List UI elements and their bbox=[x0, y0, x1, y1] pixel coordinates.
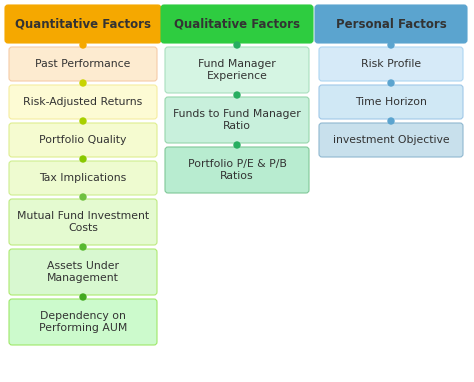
FancyBboxPatch shape bbox=[9, 85, 157, 119]
FancyBboxPatch shape bbox=[165, 147, 309, 193]
Text: Portfolio P/E & P/B
Ratios: Portfolio P/E & P/B Ratios bbox=[188, 159, 286, 181]
FancyBboxPatch shape bbox=[9, 161, 157, 195]
FancyBboxPatch shape bbox=[165, 47, 309, 93]
Text: Quantitative Factors: Quantitative Factors bbox=[15, 18, 151, 31]
Text: investment Objective: investment Objective bbox=[333, 135, 449, 145]
Circle shape bbox=[80, 80, 86, 86]
FancyBboxPatch shape bbox=[9, 249, 157, 295]
Circle shape bbox=[234, 142, 240, 148]
Circle shape bbox=[80, 194, 86, 200]
FancyBboxPatch shape bbox=[315, 5, 467, 43]
FancyBboxPatch shape bbox=[319, 85, 463, 119]
Circle shape bbox=[388, 42, 394, 48]
FancyBboxPatch shape bbox=[9, 199, 157, 245]
FancyBboxPatch shape bbox=[9, 299, 157, 345]
Text: Risk Profile: Risk Profile bbox=[361, 59, 421, 69]
Text: Qualitative Factors: Qualitative Factors bbox=[174, 18, 300, 31]
Text: Risk-Adjusted Returns: Risk-Adjusted Returns bbox=[23, 97, 143, 107]
FancyBboxPatch shape bbox=[9, 47, 157, 81]
Circle shape bbox=[234, 42, 240, 48]
Circle shape bbox=[388, 80, 394, 86]
Text: Fund Manager
Experience: Fund Manager Experience bbox=[198, 59, 276, 81]
FancyBboxPatch shape bbox=[319, 123, 463, 157]
Text: Portfolio Quality: Portfolio Quality bbox=[39, 135, 127, 145]
Circle shape bbox=[80, 244, 86, 250]
FancyBboxPatch shape bbox=[319, 47, 463, 81]
Text: Time Horizon: Time Horizon bbox=[355, 97, 427, 107]
Circle shape bbox=[388, 118, 394, 124]
FancyBboxPatch shape bbox=[9, 123, 157, 157]
FancyBboxPatch shape bbox=[5, 5, 161, 43]
Circle shape bbox=[80, 156, 86, 162]
Text: Past Performance: Past Performance bbox=[35, 59, 131, 69]
Text: Funds to Fund Manager
Ratio: Funds to Fund Manager Ratio bbox=[173, 109, 301, 131]
Circle shape bbox=[80, 42, 86, 48]
Circle shape bbox=[80, 118, 86, 124]
Text: Assets Under
Management: Assets Under Management bbox=[47, 261, 119, 283]
Text: Mutual Fund Investment
Costs: Mutual Fund Investment Costs bbox=[17, 211, 149, 233]
Circle shape bbox=[80, 294, 86, 300]
Text: Personal Factors: Personal Factors bbox=[336, 18, 447, 31]
FancyBboxPatch shape bbox=[161, 5, 313, 43]
FancyBboxPatch shape bbox=[165, 97, 309, 143]
Text: Tax Implications: Tax Implications bbox=[39, 173, 127, 183]
Circle shape bbox=[234, 92, 240, 98]
Text: Dependency on
Performing AUM: Dependency on Performing AUM bbox=[39, 311, 127, 333]
